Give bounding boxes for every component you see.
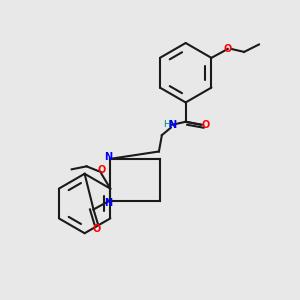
Text: N: N <box>104 152 112 161</box>
Text: O: O <box>224 44 232 54</box>
Text: N: N <box>104 199 112 208</box>
Text: O: O <box>97 165 106 175</box>
Text: H: H <box>164 120 170 129</box>
Text: O: O <box>202 120 210 130</box>
Text: N: N <box>168 120 176 130</box>
Text: O: O <box>92 224 101 234</box>
